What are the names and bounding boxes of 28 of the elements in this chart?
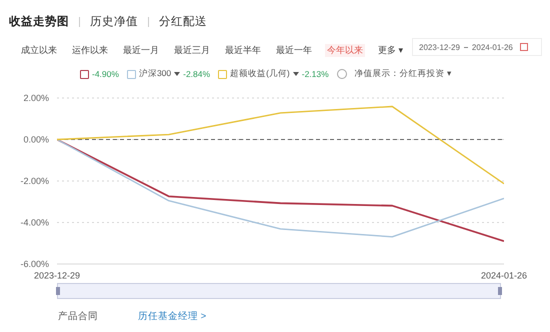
x-tick-label: 2023-12-29	[34, 270, 80, 280]
text: 分红配送	[159, 14, 207, 29]
legend-label: 沪深300	[138, 68, 172, 80]
chart-title: 收益走势图	[9, 14, 69, 29]
x-tick-label: 2024-01-26	[480, 270, 528, 280]
text: 最近一月	[122, 44, 160, 57]
text: 历任基金经理 >	[138, 310, 206, 323]
text: 最近半年	[224, 44, 262, 57]
text: 今年以来	[325, 44, 365, 57]
text: 最近一年	[275, 44, 313, 57]
text: -2.84%	[183, 69, 210, 79]
text: 运作以来	[71, 44, 109, 57]
text: 更多 ▾	[377, 44, 404, 57]
text: 产品合同	[58, 310, 98, 323]
y-tick-label: -4.00%	[20, 218, 49, 228]
text: 历史净值	[90, 14, 138, 29]
y-tick-label: 2.00%	[23, 93, 49, 104]
y-tick-label: 0.00%	[23, 134, 49, 145]
y-tick-label: -6.00%	[20, 259, 49, 270]
text: 最近三月	[173, 44, 211, 57]
legend-label: 超额收益(几何)	[230, 68, 290, 80]
y-tick-label: -2.00%	[20, 176, 49, 186]
text: 成立以来	[20, 44, 58, 57]
text: 净值展示：分红再投资 ▾	[354, 68, 452, 80]
date-range-field: 2023-12-29 2024-01-26	[412, 38, 542, 56]
text: -2.13%	[302, 69, 329, 79]
line-series	[57, 106, 504, 184]
text: -4.90%	[92, 69, 119, 79]
